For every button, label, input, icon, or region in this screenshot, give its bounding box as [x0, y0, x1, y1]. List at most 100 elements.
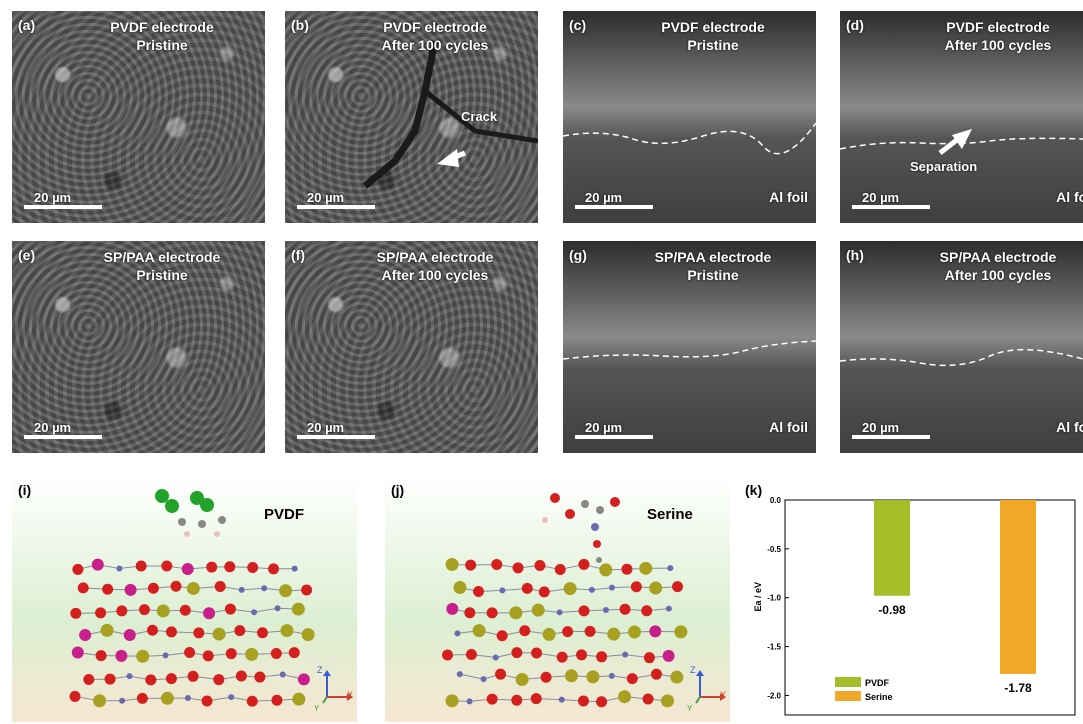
atom [202, 650, 214, 662]
adsorbate-atom [596, 557, 602, 563]
legend-swatch [835, 691, 861, 701]
atom [466, 698, 473, 705]
atom [291, 565, 298, 572]
panel-label: (i) [18, 482, 32, 498]
molecule-structure [442, 493, 688, 708]
atom [279, 584, 293, 598]
interface-line [840, 129, 1083, 155]
atom [512, 562, 524, 574]
atom [186, 581, 200, 595]
atom [135, 560, 147, 572]
atom [123, 629, 136, 642]
atom [124, 583, 137, 596]
scale-bar-label: 20 µm [307, 420, 345, 435]
adsorbate-atom [214, 531, 220, 537]
molecule-name: Serine [647, 506, 693, 523]
atom [297, 673, 310, 686]
atom [104, 673, 116, 685]
atom [563, 582, 577, 596]
atom [147, 582, 159, 594]
legend-swatch [835, 677, 861, 687]
panel-title: SP/PAA electrode [939, 249, 1057, 265]
atom [257, 627, 269, 639]
chart-panel-k: (k) 0.0 -0.5 -1.0 -1.5 -2.0 Ea / eV -0.98 -1.78… [745, 472, 1083, 722]
atom [577, 695, 589, 707]
scale-bar [575, 435, 653, 439]
adsorbate-atom [591, 523, 599, 531]
atom [279, 671, 286, 678]
atom [119, 697, 126, 704]
scale-bar-label: 20 µm [862, 420, 900, 435]
atom [509, 606, 523, 620]
bond [254, 607, 278, 613]
atom [270, 648, 282, 660]
atom [607, 627, 621, 641]
axis-triad [695, 670, 726, 704]
sem-panel-h: (h) SP/PAA electrode After 100 cycles Al… [840, 241, 1083, 453]
atom [608, 672, 615, 679]
atom [69, 690, 81, 702]
atom [162, 652, 169, 659]
atom [511, 694, 523, 706]
scale-bar [297, 435, 375, 439]
atom [639, 561, 653, 575]
axis-y-label: Y [687, 704, 693, 713]
atom [472, 624, 486, 638]
crack-annotation: Crack [461, 109, 498, 124]
atom [193, 627, 205, 639]
panel-title: PVDF electrode [110, 19, 214, 35]
structure-panel-i: (i) PVDF Z X Y [12, 472, 357, 722]
atom [540, 671, 552, 683]
atom [499, 587, 506, 594]
atom [301, 584, 313, 596]
atom [301, 628, 315, 642]
atom [596, 651, 608, 663]
structure-panel-j: (j) Serine Z X Y [385, 472, 730, 722]
molecule-name: PVDF [264, 506, 305, 523]
atom [261, 585, 268, 592]
atom [225, 648, 237, 660]
atom [214, 581, 226, 593]
scale-bar-label: 20 µm [34, 190, 72, 205]
atom [93, 694, 107, 708]
atom [160, 691, 174, 705]
panel-title: SP/PAA electrode [376, 249, 494, 265]
panel-label: (e) [18, 247, 36, 263]
scale-bar [852, 205, 930, 209]
atom [556, 609, 563, 616]
atom [578, 605, 590, 617]
adsorbate-atom [190, 491, 204, 505]
atom [578, 558, 590, 570]
atom [442, 649, 454, 661]
atom [480, 676, 487, 683]
atom [464, 607, 476, 619]
atom [224, 561, 236, 573]
panel-subtitle: Pristine [687, 37, 739, 53]
atom [530, 693, 542, 705]
atom [138, 604, 150, 616]
atom [228, 694, 235, 701]
atom [268, 563, 280, 575]
scale-bar-label: 20 µm [34, 420, 72, 435]
atom [71, 646, 84, 659]
atom [206, 561, 218, 573]
atom [584, 625, 596, 637]
adsorbate-atom [155, 489, 169, 503]
atom [515, 673, 529, 687]
atom [465, 559, 477, 571]
sem-panel-a: (a) PVDF electrode Pristine 20 µm [12, 11, 265, 223]
atom [136, 692, 148, 704]
atom [95, 607, 107, 619]
panel-subtitle: Pristine [687, 267, 739, 283]
atom [115, 649, 128, 662]
panel-label: (k) [745, 482, 763, 498]
atom [491, 558, 503, 570]
atom [619, 603, 631, 615]
atom [116, 605, 128, 617]
atom [203, 607, 216, 620]
atom [187, 670, 199, 682]
data-label: -0.98 [878, 603, 906, 617]
atom [116, 565, 123, 572]
panel-title: SP/PAA electrode [103, 249, 221, 265]
atom [213, 674, 225, 686]
